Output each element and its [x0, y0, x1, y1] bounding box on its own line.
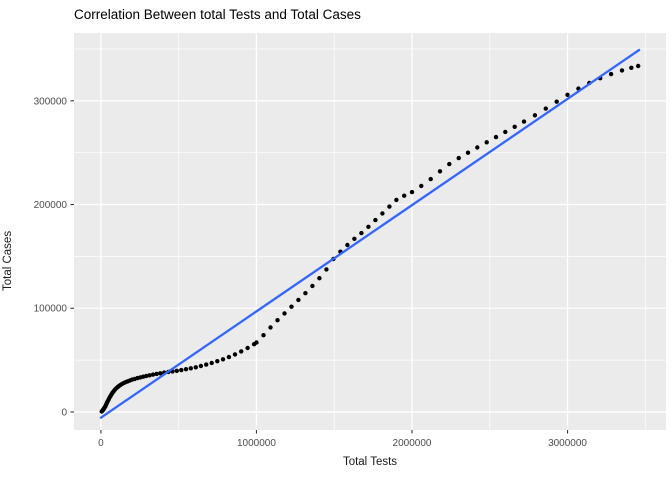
scatter-point: [324, 267, 329, 272]
scatter-point: [402, 193, 407, 198]
scatter-point: [226, 354, 232, 360]
scatter-point: [521, 119, 527, 124]
scatter-point: [147, 373, 152, 378]
scatter-point: [419, 183, 424, 189]
scatter-point: [428, 176, 433, 182]
scatter-point: [261, 333, 266, 338]
scatter-point: [317, 276, 322, 281]
scatter-point: [493, 134, 499, 140]
scatter-point: [456, 155, 461, 161]
scatter-point: [447, 161, 452, 167]
scatter-point: [359, 230, 364, 236]
scatter-point: [209, 360, 214, 366]
scatter-point: [245, 345, 250, 351]
scatter-point: [608, 71, 614, 77]
scatter-point: [220, 357, 226, 362]
y-tick-label: 0: [61, 407, 67, 418]
scatter-point: [183, 367, 189, 372]
scatter-point: [174, 368, 179, 373]
y-tick-label: 100000: [34, 304, 68, 315]
scatter-point: [150, 372, 156, 377]
scatter-point: [154, 371, 159, 377]
scatter-point: [193, 365, 198, 370]
scatter-point: [484, 140, 489, 145]
scatter-point: [409, 189, 415, 195]
scatter-point: [636, 63, 641, 69]
scatter-point: [232, 352, 238, 357]
scatter-point: [366, 224, 371, 229]
scatter-point: [380, 211, 385, 216]
scatter-point: [512, 124, 517, 129]
trend-line: [99, 48, 641, 419]
x-axis-title: Total Tests: [342, 456, 398, 468]
scatter-point: [629, 65, 634, 71]
scatter-point: [204, 362, 209, 367]
x-tick-label: 1000000: [237, 438, 276, 449]
scatter-point: [198, 363, 204, 369]
scatter-point: [303, 291, 308, 296]
scatter-point: [179, 367, 184, 373]
scatter-point: [345, 242, 350, 248]
scatter-point: [387, 204, 392, 209]
scatter-point: [188, 366, 193, 371]
scatter-point: [254, 340, 259, 345]
scatter-point: [373, 217, 378, 223]
scatter-point: [275, 318, 280, 323]
scatter-point: [215, 359, 220, 364]
scatter-point: [543, 106, 548, 111]
scatter-point: [158, 371, 163, 376]
scatter-point: [619, 68, 625, 73]
scatter-point: [268, 325, 273, 330]
scatter-point: [310, 283, 315, 289]
scatter-point: [394, 197, 399, 203]
y-tick-label: 300000: [34, 96, 68, 107]
x-tick-label: 2000000: [393, 438, 432, 449]
x-tick-label: 3000000: [548, 438, 587, 449]
scatter-point: [144, 373, 149, 379]
scatter-point: [282, 311, 287, 316]
scatter-point: [475, 145, 480, 150]
scatter-point: [296, 297, 301, 303]
scatter-point: [437, 169, 443, 174]
scatter-point: [554, 99, 559, 104]
scatter-point: [465, 150, 471, 155]
scatter-point: [532, 113, 538, 118]
scatter-point: [503, 129, 508, 135]
y-tick-label: 200000: [34, 200, 68, 211]
x-tick-label: 0: [98, 438, 104, 449]
scatter-point: [352, 236, 357, 241]
scatter-point: [239, 349, 244, 354]
scatter-point: [565, 92, 570, 98]
scatter-point: [289, 304, 294, 309]
plot-title: Correlation Between total Tests and Tota…: [74, 7, 361, 22]
